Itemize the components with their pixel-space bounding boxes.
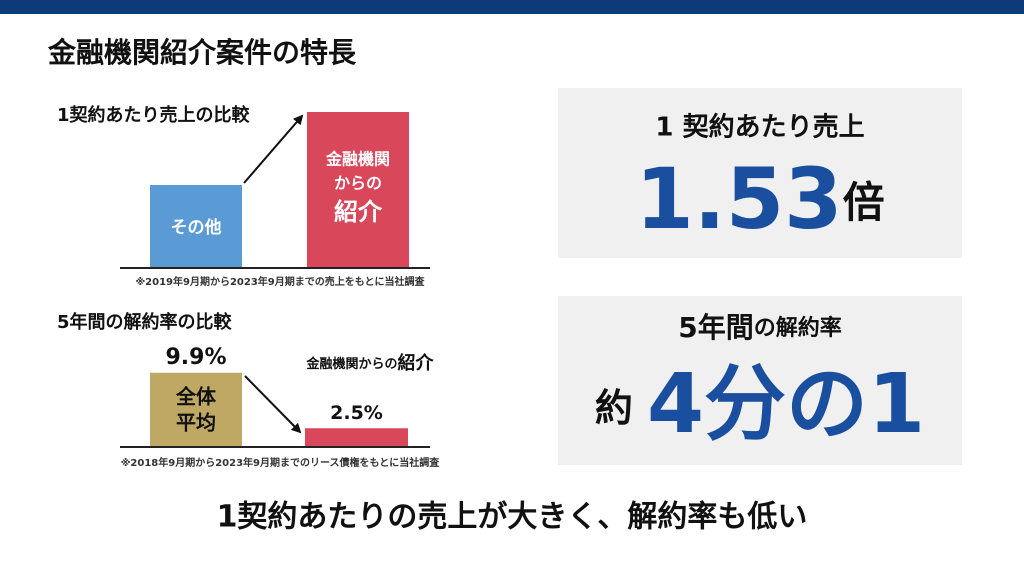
value: 1.53 [635, 150, 842, 248]
value: 4分の1 [647, 357, 925, 452]
bar [150, 372, 242, 447]
panel-value: 約 4分の1 [595, 357, 925, 452]
prefix: 約 [595, 386, 633, 430]
bar-label: 金融機関からの紹介 [305, 352, 434, 374]
chart-title: 5年間の解約率の比較 [57, 311, 233, 333]
chart-title: 1契約あたり売上の比較 [57, 104, 251, 126]
bar-label: 金融機関 [325, 150, 390, 169]
panel [558, 296, 962, 465]
panel-heading: 5年間の解約率 [678, 311, 842, 344]
churn-bars: 9.9% 2.5% [150, 345, 408, 447]
slide-title: 金融機関紹介案件の特長 [47, 36, 357, 69]
footer: 1契約あたりの売上が大きく、解約率も低い [217, 500, 808, 535]
arrow [244, 375, 302, 434]
label-part: 紹介 [398, 352, 435, 374]
bar-label: からの [334, 174, 382, 193]
bar-label: その他 [171, 217, 222, 238]
bar [307, 112, 409, 268]
panel [558, 88, 962, 258]
note: ※2019年9月期から2023年9月期までの売上をもとに当社調査 [135, 275, 425, 288]
heading-part: 5年間 [678, 311, 753, 344]
value-label: 2.5% [330, 402, 383, 424]
heading-part: の解約率 [754, 315, 842, 341]
label-part: 金融機関からの [305, 356, 397, 372]
bar-label: 紹介 [334, 198, 383, 226]
bar-label: 平均 [176, 411, 216, 435]
bar [305, 428, 408, 447]
note: ※2018年9月期から2023年9月期までのリース債権をもとに当社調査 [121, 456, 441, 469]
bar-label: 全体 [175, 385, 217, 409]
top-band [0, 0, 1024, 14]
value-label: 9.9% [165, 345, 226, 370]
bar [150, 185, 242, 268]
panel-value: 1.53倍 [635, 150, 884, 248]
panel-heading: 1 契約あたり売上 [655, 112, 864, 143]
arrow [243, 114, 304, 184]
unit: 倍 [843, 178, 885, 227]
